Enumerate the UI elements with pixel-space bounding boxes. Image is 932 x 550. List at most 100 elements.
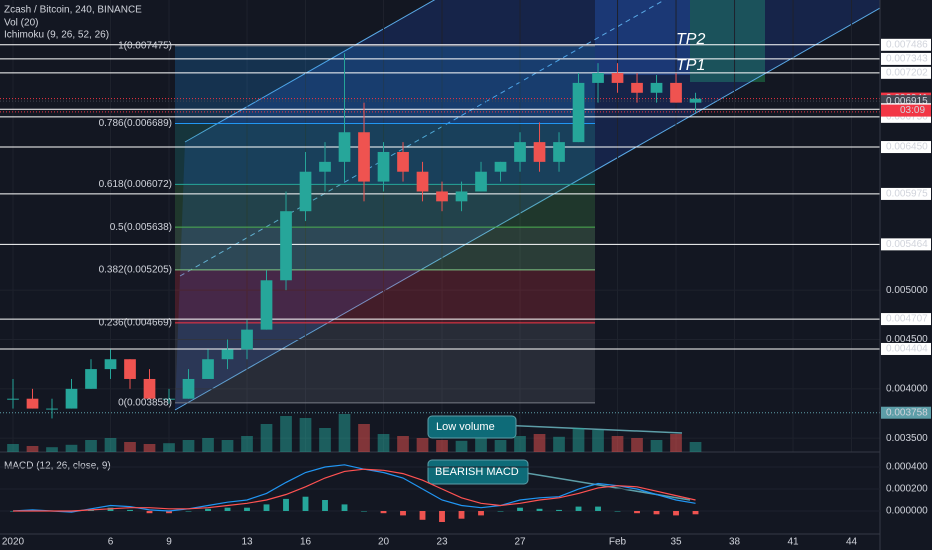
price-label-box [881,187,931,200]
annotation: TP2 [676,31,705,48]
macd-tick-label: 0.000200 [886,484,928,495]
macd-histogram-bar [575,506,582,511]
x-tick-label: 16 [300,537,312,548]
macd-histogram-bar [263,504,270,511]
price-label: 0.007202 [886,67,928,78]
x-tick-label: 20 [378,537,390,548]
macd-histogram-bar [127,509,133,511]
price-label: 0.007343 [886,54,928,65]
price-label: 0.005975 [886,189,928,200]
volume-bar [143,444,156,452]
macd-histogram-bar [634,510,640,514]
target-zone [690,0,765,82]
macd-histogram-bar [439,510,445,522]
macd-histogram-bar [380,510,387,514]
macd-histogram-bar [536,508,543,511]
price-label-box [881,66,931,79]
signal-line [13,468,696,512]
price-label: 0.004404 [886,344,928,355]
volume-bar [455,440,468,452]
candle-body [377,151,390,182]
volume-bar [533,434,546,452]
candle-body [241,329,253,350]
fib-label: 0.618(0.006072) [99,179,172,190]
volume-bar [7,444,19,452]
macd-tick-label: 0.000000 [886,506,928,517]
arrow [499,424,683,434]
candle-body [143,378,156,399]
candle-body [46,408,58,410]
candle-body [338,132,351,162]
candle-body [182,378,195,399]
volume-bar [46,447,58,452]
volume-bar [650,440,663,452]
volume-bar [514,436,526,452]
y-tick-label: 0.005000 [886,285,928,296]
x-tick-label: 44 [846,537,858,548]
volume-bar [358,424,370,452]
candle-body [26,398,39,409]
macd-histogram-bar [185,510,192,512]
candle-body [397,151,409,172]
x-tick-label: 13 [241,537,253,548]
volume-bar [280,416,292,452]
volume-label: Vol (20) [4,18,38,29]
volume-bar [631,438,643,452]
candle-body [124,359,136,379]
volume-bar [182,440,195,452]
annotation: Low volume [436,421,495,433]
macd-histogram-bar [653,510,660,515]
macd-histogram-bar [224,507,231,511]
candle-body [65,388,78,409]
countdown: 03:09 [900,105,925,116]
price-label: 0.006450 [886,142,928,153]
volume-bar [377,434,390,452]
macd-histogram-bar [322,500,328,511]
candle-body [631,82,643,93]
candle-body [592,73,604,83]
fib-label: 0.786(0.006689) [99,118,172,129]
title: Zcash / Bitcoin, 240, BINANCE [4,5,142,16]
price-label-box [881,238,931,251]
candle-body [280,211,292,281]
volume-bar [299,418,312,452]
candle-body [104,359,117,370]
macd-histogram-bar [458,510,465,519]
price-label-box [881,313,931,326]
volume-bar [202,438,214,452]
macd-histogram-bar [478,510,484,516]
volume-bar [163,443,175,452]
price-label: 0.004707 [886,314,928,325]
channel-line [184,0,436,143]
candle-body [475,171,487,192]
macd-histogram-bar [595,506,601,511]
macd-histogram-bar [497,510,504,512]
plot [0,44,880,419]
price-label: 0.005464 [886,239,928,250]
x-tick-label: 9 [166,537,172,548]
volume-bar [611,436,624,452]
candle-body [260,280,273,330]
candle-body [416,171,429,192]
volume-bar [241,436,253,452]
volume-bar [592,430,604,452]
channel [175,0,880,410]
volume-bar [221,440,234,452]
x-tick-label: 27 [514,537,526,548]
price-label: 0.006915 [886,96,928,107]
macd-histogram-bar [146,510,153,514]
candle-body [299,171,312,212]
volume-bar [65,444,78,452]
macd-histogram-bar [244,507,250,511]
indicator-label: Ichimoku (9, 26, 52, 26) [4,30,109,41]
volume-bar [397,436,409,452]
x-tick-label: 2020 [2,537,25,548]
candle-body [163,398,175,400]
macd-histogram-bar [166,510,172,514]
macd-histogram-bar [283,498,289,511]
arrow [519,471,691,501]
candle-body [85,369,97,389]
macd-histogram-bar [517,507,523,511]
